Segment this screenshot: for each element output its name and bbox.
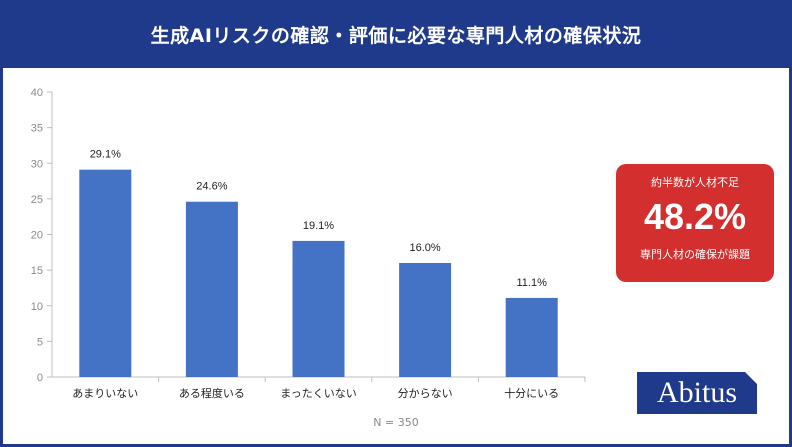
category-label: まったくいない — [280, 387, 357, 400]
header-banner: 生成AIリスクの確認・評価に必要な専門人材の確保状況 — [0, 0, 792, 68]
y-tick-label: 25 — [31, 194, 43, 206]
callout-value: 48.2% — [643, 196, 747, 237]
category-label: あまりいない — [72, 387, 138, 400]
data-label: 19.1% — [303, 220, 334, 232]
y-tick-label: 10 — [31, 301, 43, 313]
callout-bottom-text: 専門人材の確保が課題 — [640, 248, 750, 261]
category-label: 分からない — [398, 387, 453, 400]
callout-box: 約半数が人材不足 48.2% 専門人材の確保が課題 — [616, 164, 774, 282]
y-tick-label: 20 — [31, 230, 43, 242]
y-tick-label: 15 — [31, 265, 43, 277]
bar — [399, 263, 452, 377]
logo-text: Abitus — [656, 376, 737, 409]
y-tick-label: 40 — [31, 87, 43, 99]
logo-corner-shape — [745, 372, 757, 384]
bar — [185, 201, 238, 377]
sample-size-note: N = 350 — [373, 416, 419, 429]
y-tick-label: 35 — [31, 123, 43, 135]
y-tick-label: 30 — [31, 158, 43, 170]
y-tick-label: 0 — [37, 372, 43, 384]
bar — [79, 169, 132, 377]
data-label: 24.6% — [196, 181, 227, 193]
bar — [505, 297, 558, 377]
data-label: 11.1% — [517, 277, 548, 289]
bar — [292, 240, 345, 377]
chart-title: 生成AIリスクの確認・評価に必要な専門人材の確保状況 — [150, 24, 642, 47]
data-label: 16.0% — [409, 242, 440, 254]
y-tick-label: 5 — [37, 336, 43, 348]
abitus-logo: Abitus — [637, 372, 757, 414]
category-label: 十分にいる — [504, 386, 559, 400]
category-label: ある程度いる — [179, 386, 245, 400]
data-label: 29.1% — [90, 149, 121, 161]
callout-top-text: 約半数が人材不足 — [651, 176, 739, 189]
